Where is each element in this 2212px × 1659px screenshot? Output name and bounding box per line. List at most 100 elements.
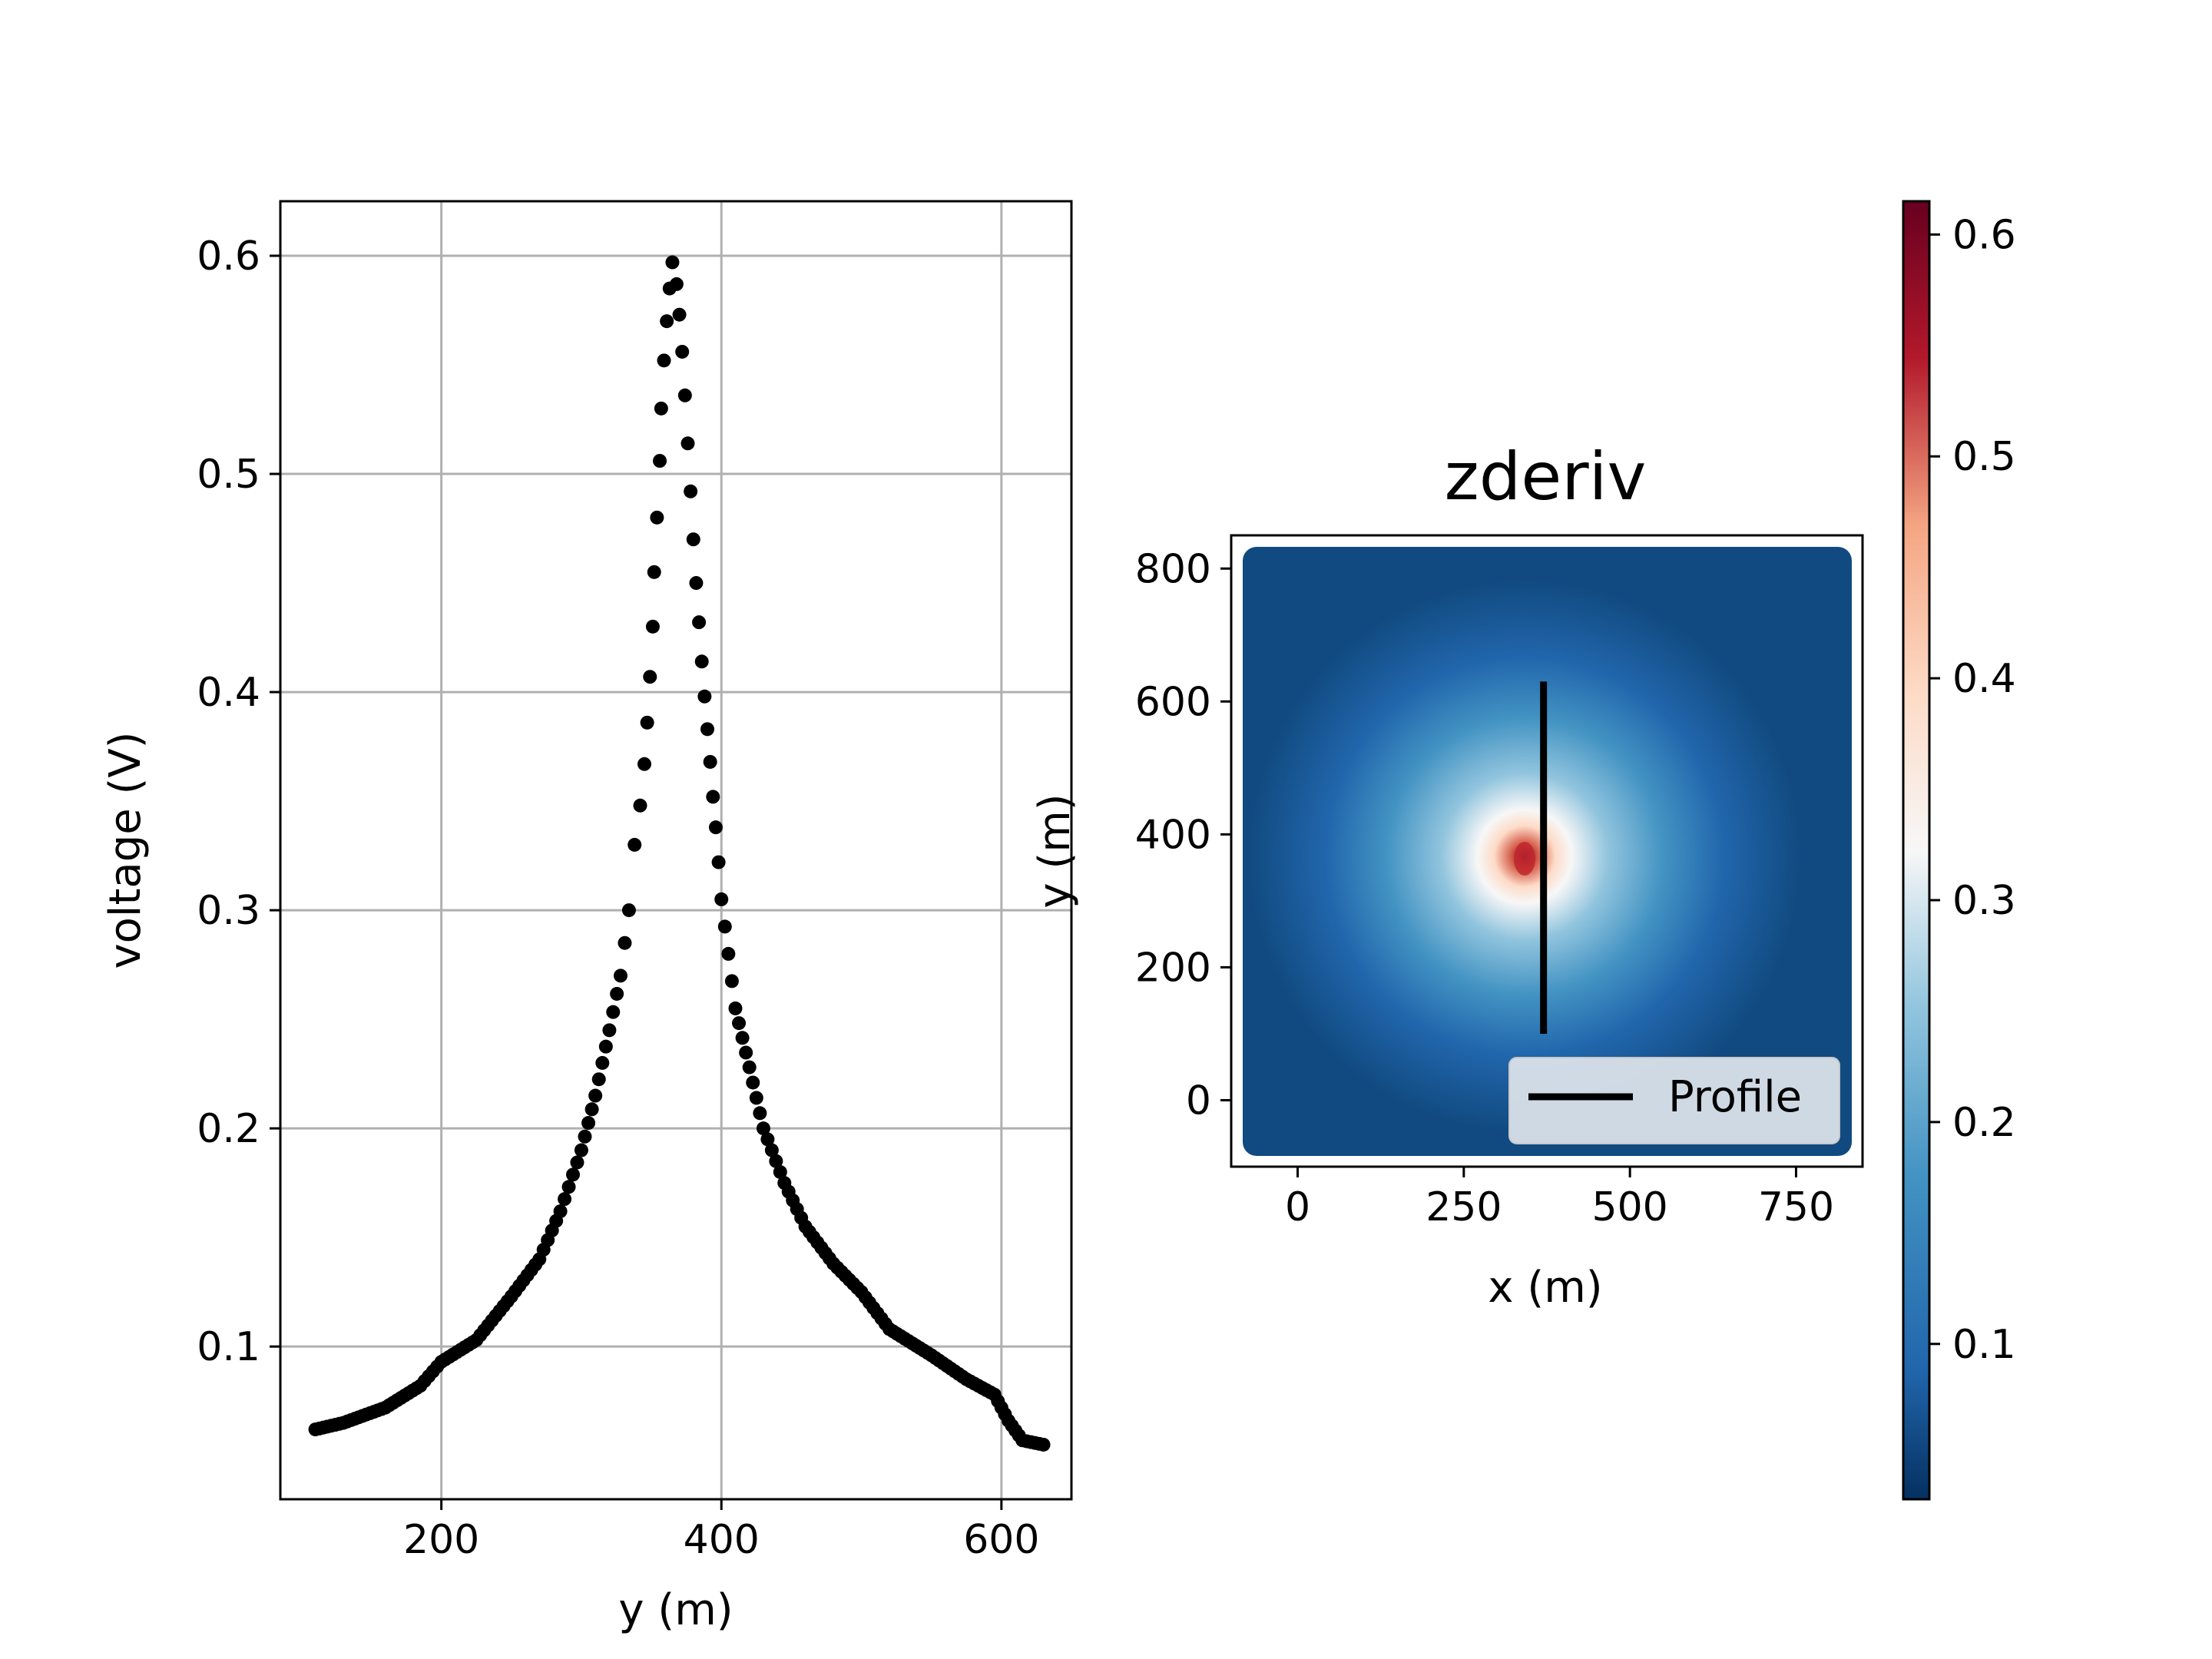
- data-point: [773, 1164, 787, 1179]
- x-axis-label: y (m): [618, 1585, 733, 1635]
- colorbar-ticks: 0.1 0.2 0.3 0.4 0.5 0.6: [1929, 212, 2016, 1368]
- data-point: [558, 1192, 572, 1207]
- data-point: [606, 1005, 621, 1019]
- data-point: [561, 1180, 576, 1194]
- data-point: [669, 276, 684, 291]
- anomaly-peak: [1514, 842, 1535, 876]
- data-point: [749, 1091, 763, 1105]
- colorbar-tick-label: 0.6: [1952, 212, 2016, 258]
- data-point: [613, 969, 628, 983]
- data-point: [703, 754, 717, 769]
- legend-box: [1508, 1057, 1840, 1144]
- colorbar-tick-label: 0.5: [1952, 434, 2016, 480]
- data-point: [653, 454, 667, 468]
- y-tick-label: 0.3: [197, 888, 260, 934]
- data-point: [706, 790, 720, 804]
- map-y-tick-label: 200: [1135, 945, 1211, 991]
- data-point: [764, 1143, 779, 1157]
- plot-frame: [279, 200, 1073, 1501]
- data-point: [708, 820, 723, 835]
- data-point: [640, 715, 654, 730]
- data-point: [700, 722, 715, 737]
- data-point: [746, 1075, 760, 1090]
- y-axis-ticks: 0.1 0.2 0.3 0.4 0.5 0.6: [197, 233, 280, 1370]
- colorbar-gradient: [1902, 200, 1931, 1501]
- data-point: [647, 565, 661, 579]
- data-point: [728, 1001, 743, 1015]
- y-tick-label: 0.1: [197, 1324, 260, 1370]
- data-point: [637, 757, 651, 771]
- colorbar-tick-label: 0.4: [1952, 656, 2016, 702]
- data-point: [677, 388, 692, 402]
- legend: Profile: [1508, 1057, 1840, 1144]
- map-title: zderiv: [1445, 439, 1647, 515]
- data-point: [742, 1060, 757, 1075]
- map-y-axis-ticks: 0 200 400 600 800: [1135, 546, 1231, 1124]
- colorbar: 0.1 0.2 0.3 0.4 0.5 0.6: [1902, 200, 2016, 1501]
- y-axis-label: voltage (V): [101, 731, 151, 969]
- data-point: [610, 986, 624, 1001]
- data-point: [591, 1072, 606, 1087]
- plot-background: [280, 201, 1071, 1499]
- data-point: [732, 1016, 747, 1031]
- data-point: [769, 1154, 783, 1168]
- map-y-tick-label: 600: [1135, 679, 1211, 725]
- data-point: [595, 1055, 610, 1070]
- map-x-tick-label: 500: [1592, 1184, 1668, 1230]
- data-points: [308, 255, 1051, 1452]
- data-point: [633, 798, 647, 813]
- map-x-axis-ticks: 0 250 500 750: [1285, 1167, 1834, 1230]
- data-point: [581, 1116, 596, 1131]
- data-point: [680, 436, 695, 451]
- data-point: [645, 619, 660, 634]
- y-tick-label: 0.6: [197, 233, 260, 280]
- map-x-tick-label: 750: [1758, 1184, 1834, 1230]
- data-point: [735, 1031, 750, 1045]
- data-point: [584, 1102, 599, 1117]
- data-point: [621, 903, 636, 918]
- legend-profile-label: Profile: [1668, 1072, 1802, 1122]
- map-x-tick-label: 250: [1426, 1184, 1502, 1230]
- map-y-tick-label: 800: [1135, 546, 1211, 592]
- data-point: [660, 314, 674, 329]
- data-point: [694, 654, 709, 669]
- y-tick-label: 0.2: [197, 1106, 260, 1152]
- data-point: [654, 401, 668, 416]
- data-point: [714, 892, 729, 906]
- map-frame: [1230, 534, 1864, 1168]
- data-point: [692, 615, 707, 630]
- map-y-axis-label: y (m): [1030, 793, 1080, 908]
- map-x-tick-label: 0: [1285, 1184, 1310, 1230]
- data-point: [711, 855, 726, 869]
- colorbar-tick-label: 0.3: [1952, 878, 2016, 924]
- data-point: [684, 484, 698, 498]
- colorbar-tick-label: 0.1: [1952, 1322, 2016, 1368]
- data-point: [739, 1045, 753, 1060]
- voltage-profile-plot: 200 400 600 0.1 0.2 0.3 0.4 0.5 0.6 y (m) volta…: [101, 200, 1073, 1635]
- data-point: [657, 353, 671, 368]
- x-tick-label: 400: [684, 1517, 760, 1563]
- data-point: [574, 1143, 588, 1157]
- y-tick-label: 0.5: [197, 452, 260, 498]
- data-point: [588, 1088, 603, 1103]
- zderiv-map-plot: zderiv 0 250 500 750 0 200 400 600 800 x (m) y …: [1030, 439, 1864, 1313]
- grid-lines: [280, 201, 1071, 1499]
- data-point: [570, 1155, 584, 1170]
- map-y-tick-label: 400: [1135, 812, 1211, 858]
- data-point: [717, 919, 732, 934]
- y-tick-label: 0.4: [197, 670, 260, 716]
- data-point: [686, 532, 700, 547]
- data-point: [760, 1132, 775, 1147]
- data-point: [1036, 1437, 1051, 1452]
- data-point: [689, 576, 704, 591]
- data-point: [756, 1121, 770, 1136]
- data-point: [650, 510, 664, 525]
- x-tick-label: 200: [403, 1517, 479, 1563]
- map-x-axis-label: x (m): [1488, 1263, 1602, 1313]
- data-point: [602, 1023, 617, 1038]
- x-tick-label: 600: [963, 1517, 1039, 1563]
- x-axis-ticks: 200 400 600: [403, 1499, 1039, 1563]
- data-point: [753, 1106, 767, 1121]
- data-point: [628, 837, 642, 852]
